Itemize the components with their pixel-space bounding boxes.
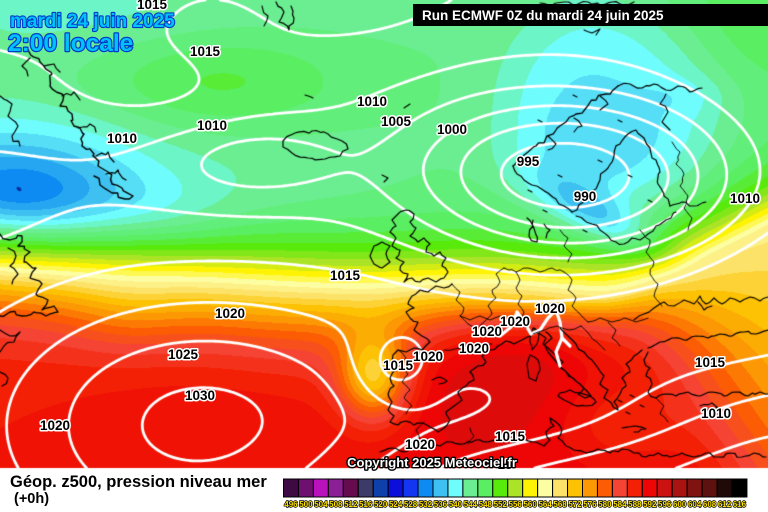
svg-text:mardi 24 juin 2025: mardi 24 juin 2025 <box>10 11 175 32</box>
svg-text:1020: 1020 <box>413 349 443 364</box>
svg-text:524: 524 <box>389 500 403 509</box>
svg-text:1015: 1015 <box>137 0 168 12</box>
svg-text:1020: 1020 <box>405 437 435 452</box>
svg-text:540: 540 <box>449 500 463 509</box>
svg-text:592: 592 <box>643 500 657 509</box>
svg-text:588: 588 <box>628 500 642 509</box>
svg-text:1020: 1020 <box>459 341 489 356</box>
svg-text:604: 604 <box>688 500 702 509</box>
svg-text:1015: 1015 <box>330 268 361 283</box>
svg-text:548: 548 <box>479 500 493 509</box>
svg-text:1030: 1030 <box>185 388 215 403</box>
svg-text:995: 995 <box>517 154 540 169</box>
svg-text:990: 990 <box>574 189 597 204</box>
svg-text:528: 528 <box>404 500 418 509</box>
svg-text:1020: 1020 <box>535 301 565 316</box>
svg-text:(+0h): (+0h) <box>14 491 49 507</box>
svg-text:596: 596 <box>658 500 672 509</box>
svg-text:516: 516 <box>359 500 373 509</box>
svg-text:1010: 1010 <box>701 406 731 421</box>
svg-text:1010: 1010 <box>197 118 227 133</box>
svg-text:2:00 locale: 2:00 locale <box>8 30 133 57</box>
svg-text:532: 532 <box>419 500 433 509</box>
svg-text:1000: 1000 <box>437 122 467 137</box>
svg-text:1020: 1020 <box>500 314 530 329</box>
svg-text:608: 608 <box>703 500 717 509</box>
svg-text:600: 600 <box>673 500 687 509</box>
svg-text:616: 616 <box>733 500 747 509</box>
svg-text:15: 15 <box>497 457 513 472</box>
svg-text:496: 496 <box>284 500 298 509</box>
svg-text:1010: 1010 <box>730 191 760 206</box>
svg-text:612: 612 <box>718 500 732 509</box>
svg-text:Copyright 2025 Meteociel.fr: Copyright 2025 Meteociel.fr <box>347 455 517 470</box>
svg-text:1020: 1020 <box>472 324 502 339</box>
svg-text:552: 552 <box>494 500 508 509</box>
svg-text:568: 568 <box>553 500 567 509</box>
svg-text:1015: 1015 <box>190 44 221 59</box>
svg-text:536: 536 <box>434 500 448 509</box>
svg-text:504: 504 <box>314 500 328 509</box>
svg-text:Run ECMWF 0Z du mardi 24 juin: Run ECMWF 0Z du mardi 24 juin 2025 <box>422 8 664 23</box>
svg-text:580: 580 <box>598 500 612 509</box>
svg-text:1010: 1010 <box>357 94 387 109</box>
svg-text:508: 508 <box>329 500 343 509</box>
svg-text:1020: 1020 <box>215 306 245 321</box>
svg-text:564: 564 <box>538 500 552 509</box>
svg-text:572: 572 <box>568 500 582 509</box>
svg-text:520: 520 <box>374 500 388 509</box>
svg-text:556: 556 <box>509 500 523 509</box>
svg-text:1015: 1015 <box>495 429 526 444</box>
svg-text:Géop. z500, pression niveau me: Géop. z500, pression niveau mer <box>10 473 267 491</box>
svg-text:1005: 1005 <box>381 114 412 129</box>
svg-text:1025: 1025 <box>168 347 199 362</box>
svg-text:1010: 1010 <box>107 131 137 146</box>
svg-text:560: 560 <box>523 500 537 509</box>
svg-text:1020: 1020 <box>40 418 70 433</box>
svg-text:1015: 1015 <box>695 355 726 370</box>
svg-text:1015: 1015 <box>383 358 414 373</box>
svg-text:500: 500 <box>299 500 313 509</box>
svg-text:576: 576 <box>583 500 597 509</box>
svg-text:512: 512 <box>344 500 358 509</box>
svg-text:544: 544 <box>464 500 478 509</box>
svg-text:584: 584 <box>613 500 627 509</box>
